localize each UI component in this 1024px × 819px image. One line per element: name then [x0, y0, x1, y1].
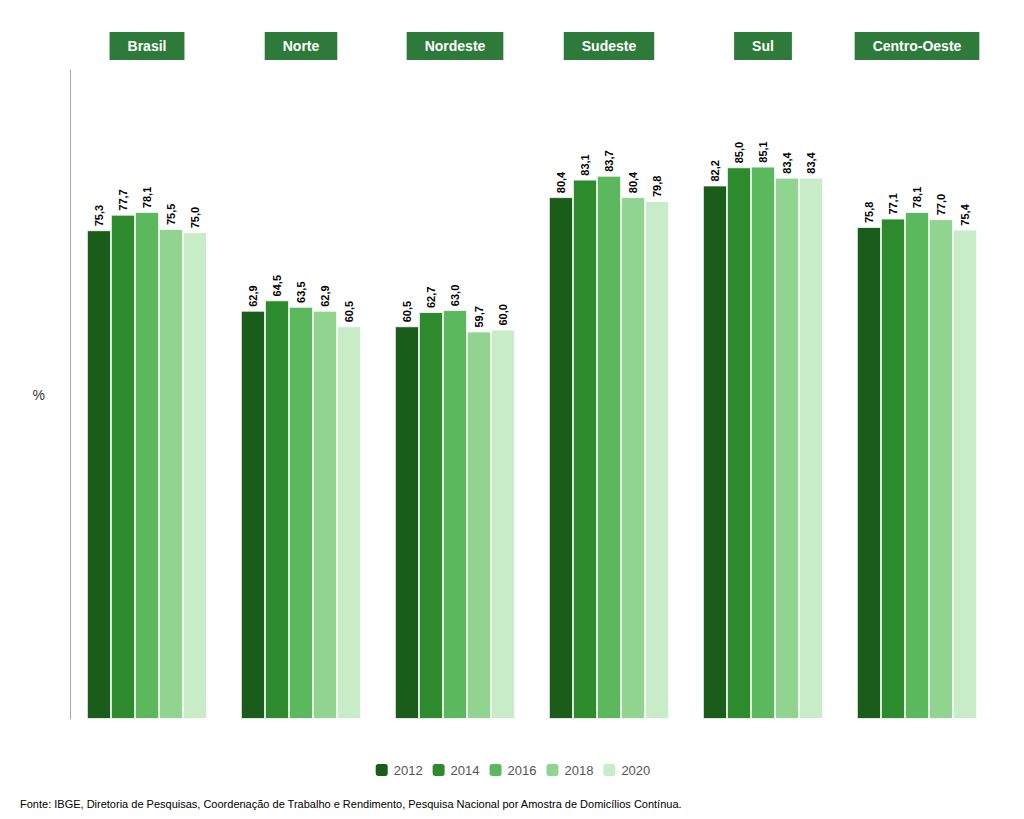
svg-text:83,4: 83,4 — [805, 151, 817, 173]
svg-text:62,7: 62,7 — [425, 287, 437, 308]
svg-text:83,1: 83,1 — [579, 154, 591, 175]
svg-text:60,5: 60,5 — [343, 301, 355, 322]
svg-text:75,8: 75,8 — [863, 202, 875, 223]
svg-text:64,5: 64,5 — [271, 275, 283, 296]
svg-text:Norte: Norte — [283, 38, 320, 54]
svg-text:2014: 2014 — [451, 763, 480, 778]
svg-text:78,1: 78,1 — [141, 187, 153, 208]
svg-text:63,5: 63,5 — [295, 281, 307, 302]
svg-text:2016: 2016 — [508, 763, 537, 778]
svg-text:78,1: 78,1 — [911, 187, 923, 208]
svg-text:82,2: 82,2 — [709, 160, 721, 181]
svg-text:2020: 2020 — [621, 763, 650, 778]
svg-text:77,7: 77,7 — [117, 189, 129, 210]
svg-text:Centro-Oeste: Centro-Oeste — [873, 38, 962, 54]
svg-text:2018: 2018 — [564, 763, 593, 778]
svg-text:75,0: 75,0 — [189, 207, 201, 228]
svg-text:80,4: 80,4 — [555, 171, 567, 193]
svg-text:Sul: Sul — [752, 38, 774, 54]
svg-text:83,7: 83,7 — [603, 150, 615, 171]
svg-text:85,1: 85,1 — [757, 141, 769, 162]
svg-text:59,7: 59,7 — [473, 306, 485, 327]
svg-text:2012: 2012 — [394, 763, 423, 778]
svg-text:Nordeste: Nordeste — [425, 38, 486, 54]
svg-text:62,9: 62,9 — [319, 285, 331, 306]
svg-text:Brasil: Brasil — [128, 38, 167, 54]
svg-text:85,0: 85,0 — [733, 142, 745, 163]
svg-text:80,4: 80,4 — [627, 171, 639, 193]
svg-text:Fonte: IBGE, Diretoria de Pesq: Fonte: IBGE, Diretoria de Pesquisas, Coo… — [20, 798, 682, 810]
svg-text:%: % — [33, 387, 45, 403]
svg-text:77,1: 77,1 — [887, 193, 899, 214]
svg-text:79,8: 79,8 — [651, 176, 663, 197]
svg-text:60,0: 60,0 — [497, 304, 509, 325]
svg-text:60,5: 60,5 — [401, 301, 413, 322]
svg-text:75,3: 75,3 — [93, 205, 105, 226]
svg-text:63,0: 63,0 — [449, 285, 461, 306]
svg-text:75,5: 75,5 — [165, 204, 177, 225]
svg-text:75,4: 75,4 — [959, 203, 971, 225]
svg-text:83,4: 83,4 — [781, 151, 793, 173]
svg-text:Sudeste: Sudeste — [582, 38, 637, 54]
svg-text:62,9: 62,9 — [247, 285, 259, 306]
svg-text:77,0: 77,0 — [935, 194, 947, 215]
